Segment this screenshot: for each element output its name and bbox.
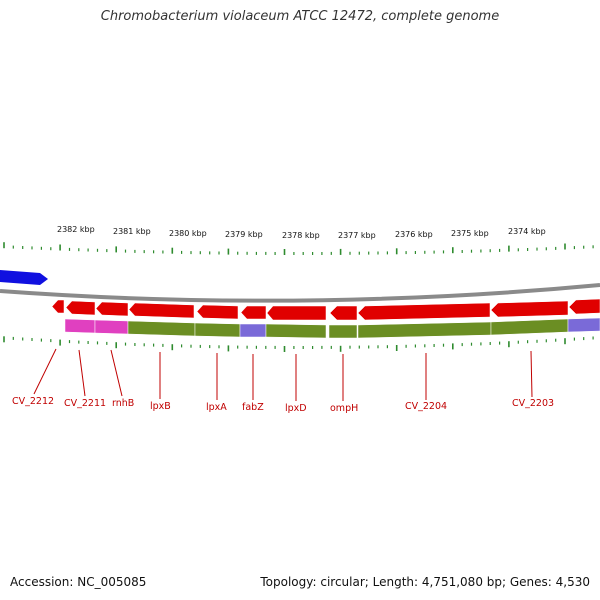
gene-arrow-fabZ (240, 305, 267, 320)
cog-segment-lpxB (127, 320, 196, 337)
gene-arrow-next (568, 298, 600, 315)
gene-label-ompH: ompH (330, 403, 358, 414)
scale-label-2374: 2374 kbp (508, 227, 546, 236)
scale-label-2375: 2375 kbp (451, 229, 489, 238)
gene-arrow-rnhB (95, 301, 129, 317)
cog-segment-lpxD (265, 323, 327, 339)
outer-scale-ticks (3, 242, 594, 255)
gene-label-cv2204: CV_2204 (405, 401, 447, 412)
gene-label-lpxA: lpxA (206, 402, 227, 413)
gene-label-rnhB: rnhB (112, 398, 134, 409)
gene-arrow-cv2203 (490, 300, 569, 318)
gene-arrow-ompH (329, 305, 358, 321)
gene-arrow-cv2212 (51, 299, 65, 314)
leader-cv2212 (33, 348, 57, 395)
scale-label-2377: 2377 kbp (338, 231, 376, 240)
scale-labels: 2382 kbp 2381 kbp 2380 kbp 2379 kbp 2378… (57, 225, 546, 240)
scale-label-2380: 2380 kbp (169, 229, 207, 238)
leader-rnhB (110, 349, 123, 397)
gene-label-cv2211: CV_2211 (64, 398, 106, 409)
gene-labels: CV_2212 CV_2211 rnhB lpxB lpxA fabZ lpxD… (12, 396, 554, 414)
label-leaders (33, 348, 533, 401)
cog-segment-fabZ (239, 323, 267, 338)
leader-cv2211 (78, 349, 86, 397)
cog-segment-cv2212-cv2211 (64, 318, 96, 334)
scale-label-2379: 2379 kbp (225, 230, 263, 239)
gene-label-fabZ: fabZ (242, 402, 264, 413)
cog-band (64, 317, 600, 339)
inner-scale-ticks (3, 336, 594, 352)
genome-backbone (0, 283, 600, 303)
leader-cv2203 (530, 350, 533, 398)
cog-segment-cv2203 (490, 318, 569, 336)
scale-label-2382: 2382 kbp (57, 225, 95, 234)
cog-segment-ompH (328, 324, 358, 339)
cog-segment-lpxA (194, 322, 241, 338)
cog-segment-next (567, 317, 600, 333)
scale-label-2381: 2381 kbp (113, 227, 151, 236)
gene-label-cv2212: CV_2212 (12, 396, 54, 407)
reverse-genes (51, 298, 600, 321)
cog-segment-cv2204 (357, 321, 492, 339)
gene-arrow-lpxB (128, 302, 195, 319)
gene-label-cv2203: CV_2203 (512, 398, 554, 409)
genome-summary-text: Topology: circular; Length: 4,751,080 bp… (260, 575, 590, 589)
cog-segment-rnhB (94, 319, 129, 335)
forward-gene-arrow (0, 270, 48, 285)
map-title: Chromobacterium violaceum ATCC 12472, co… (100, 9, 500, 24)
gene-label-lpxB: lpxB (150, 401, 171, 412)
gene-arrow-cv2204 (357, 302, 491, 321)
accession-text: Accession: NC_005085 (10, 575, 147, 589)
gene-arrow-lpxA (196, 304, 239, 320)
gene-arrow-cv2211 (65, 300, 96, 316)
scale-label-2378: 2378 kbp (282, 231, 320, 240)
gene-arrow-lpxD (266, 305, 327, 321)
gene-label-lpxD: lpxD (285, 403, 307, 414)
scale-label-2376: 2376 kbp (395, 230, 433, 239)
